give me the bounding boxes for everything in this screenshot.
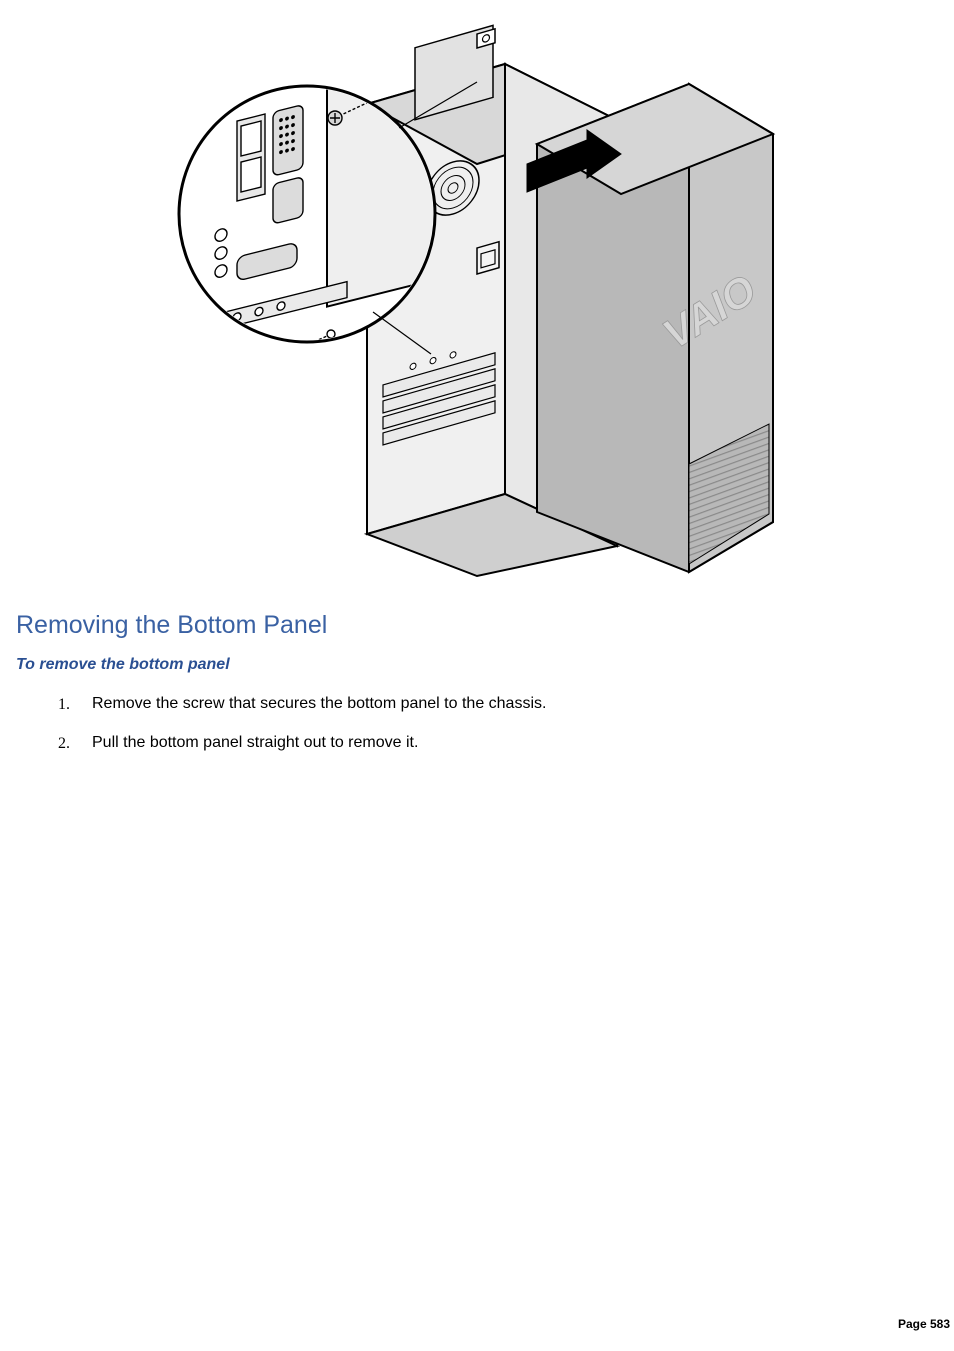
steps-list: 1. Remove the screw that secures the bot… bbox=[16, 692, 938, 754]
step-item: 2. Pull the bottom panel straight out to… bbox=[64, 731, 938, 754]
step-number: 2. bbox=[58, 732, 70, 755]
section-subhead: To remove the bottom panel bbox=[16, 656, 938, 674]
page-number: Page 583 bbox=[898, 1317, 950, 1331]
figure-container: VAIO bbox=[0, 0, 954, 583]
step-number: 1. bbox=[58, 693, 70, 716]
section-title: Removing the Bottom Panel bbox=[16, 611, 938, 640]
step-item: 1. Remove the screw that secures the bot… bbox=[64, 692, 938, 715]
content: Removing the Bottom Panel To remove the … bbox=[0, 611, 954, 754]
page: VAIO bbox=[0, 0, 954, 1351]
step-text: Remove the screw that secures the bottom… bbox=[92, 695, 546, 712]
cover-removal-illustration: VAIO bbox=[177, 24, 777, 583]
step-text: Pull the bottom panel straight out to re… bbox=[92, 734, 418, 751]
